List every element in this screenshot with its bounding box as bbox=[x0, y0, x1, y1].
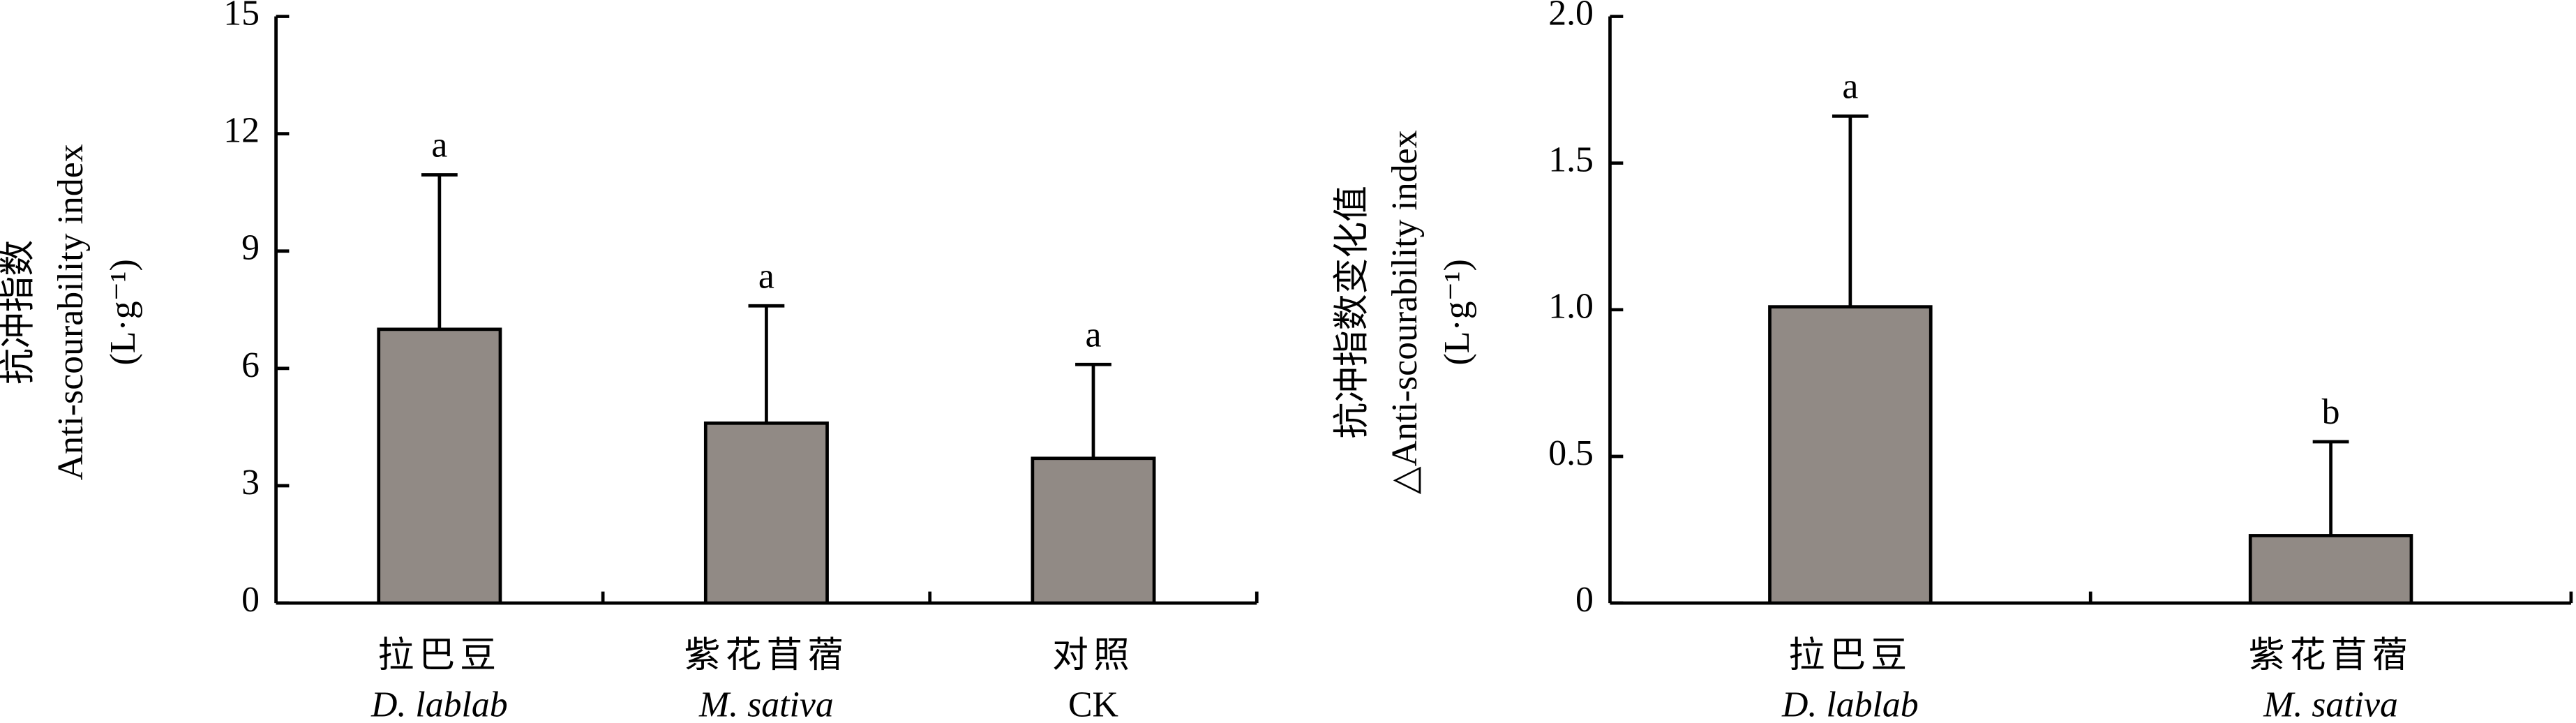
y-tick-label: 9 bbox=[241, 228, 260, 268]
y-axis-label: △Anti-scourability index bbox=[1385, 130, 1425, 494]
x-tick-label: 拉巴豆 bbox=[1789, 636, 1912, 676]
y-tick-label: 0 bbox=[1575, 580, 1594, 620]
y-tick-label: 1.5 bbox=[1548, 140, 1594, 180]
significance-letter: b bbox=[2322, 392, 2340, 432]
x-tick-label-latin: M. sativa bbox=[2263, 685, 2398, 723]
y-tick-label: 15 bbox=[223, 0, 260, 33]
y-axis-label: (L·g⁻¹) bbox=[103, 259, 143, 365]
y-axis-label: Anti-scourability index bbox=[51, 144, 91, 480]
bar bbox=[2248, 534, 2413, 605]
x-tick-label: 拉巴豆 bbox=[378, 636, 502, 676]
x-tick-label-latin: D. lablab bbox=[370, 685, 508, 723]
y-axis-label: 抗冲指数 bbox=[0, 240, 38, 385]
y-tick-label: 6 bbox=[241, 345, 260, 385]
x-tick-label-latin: M. sativa bbox=[698, 685, 834, 723]
bar bbox=[1768, 305, 1933, 605]
y-axis-label: 抗冲指数变化值 bbox=[1332, 186, 1372, 439]
y-tick-label: 3 bbox=[241, 463, 260, 502]
y-tick-label: 2.0 bbox=[1548, 0, 1594, 33]
x-tick-label: 紫花苜蓿 bbox=[684, 636, 848, 676]
x-tick-label: 对照 bbox=[1052, 636, 1135, 676]
y-tick-label: 0.5 bbox=[1548, 433, 1594, 473]
bar bbox=[377, 327, 502, 605]
significance-letter: a bbox=[758, 256, 774, 296]
x-tick-label: 紫花苜蓿 bbox=[2249, 636, 2413, 676]
y-tick-label: 1.0 bbox=[1548, 287, 1594, 327]
bar bbox=[1031, 456, 1156, 605]
significance-letter: a bbox=[1085, 315, 1101, 355]
y-tick-label: 0 bbox=[241, 580, 260, 620]
y-tick-label: 12 bbox=[223, 111, 260, 151]
x-tick-label-latin: D. lablab bbox=[1781, 685, 1919, 723]
bar bbox=[703, 421, 829, 605]
x-tick-label-latin: CK bbox=[1068, 685, 1118, 723]
significance-letter: a bbox=[431, 126, 447, 165]
significance-letter: a bbox=[1842, 67, 1858, 107]
y-axis-label: (L·g⁻¹) bbox=[1437, 259, 1477, 365]
